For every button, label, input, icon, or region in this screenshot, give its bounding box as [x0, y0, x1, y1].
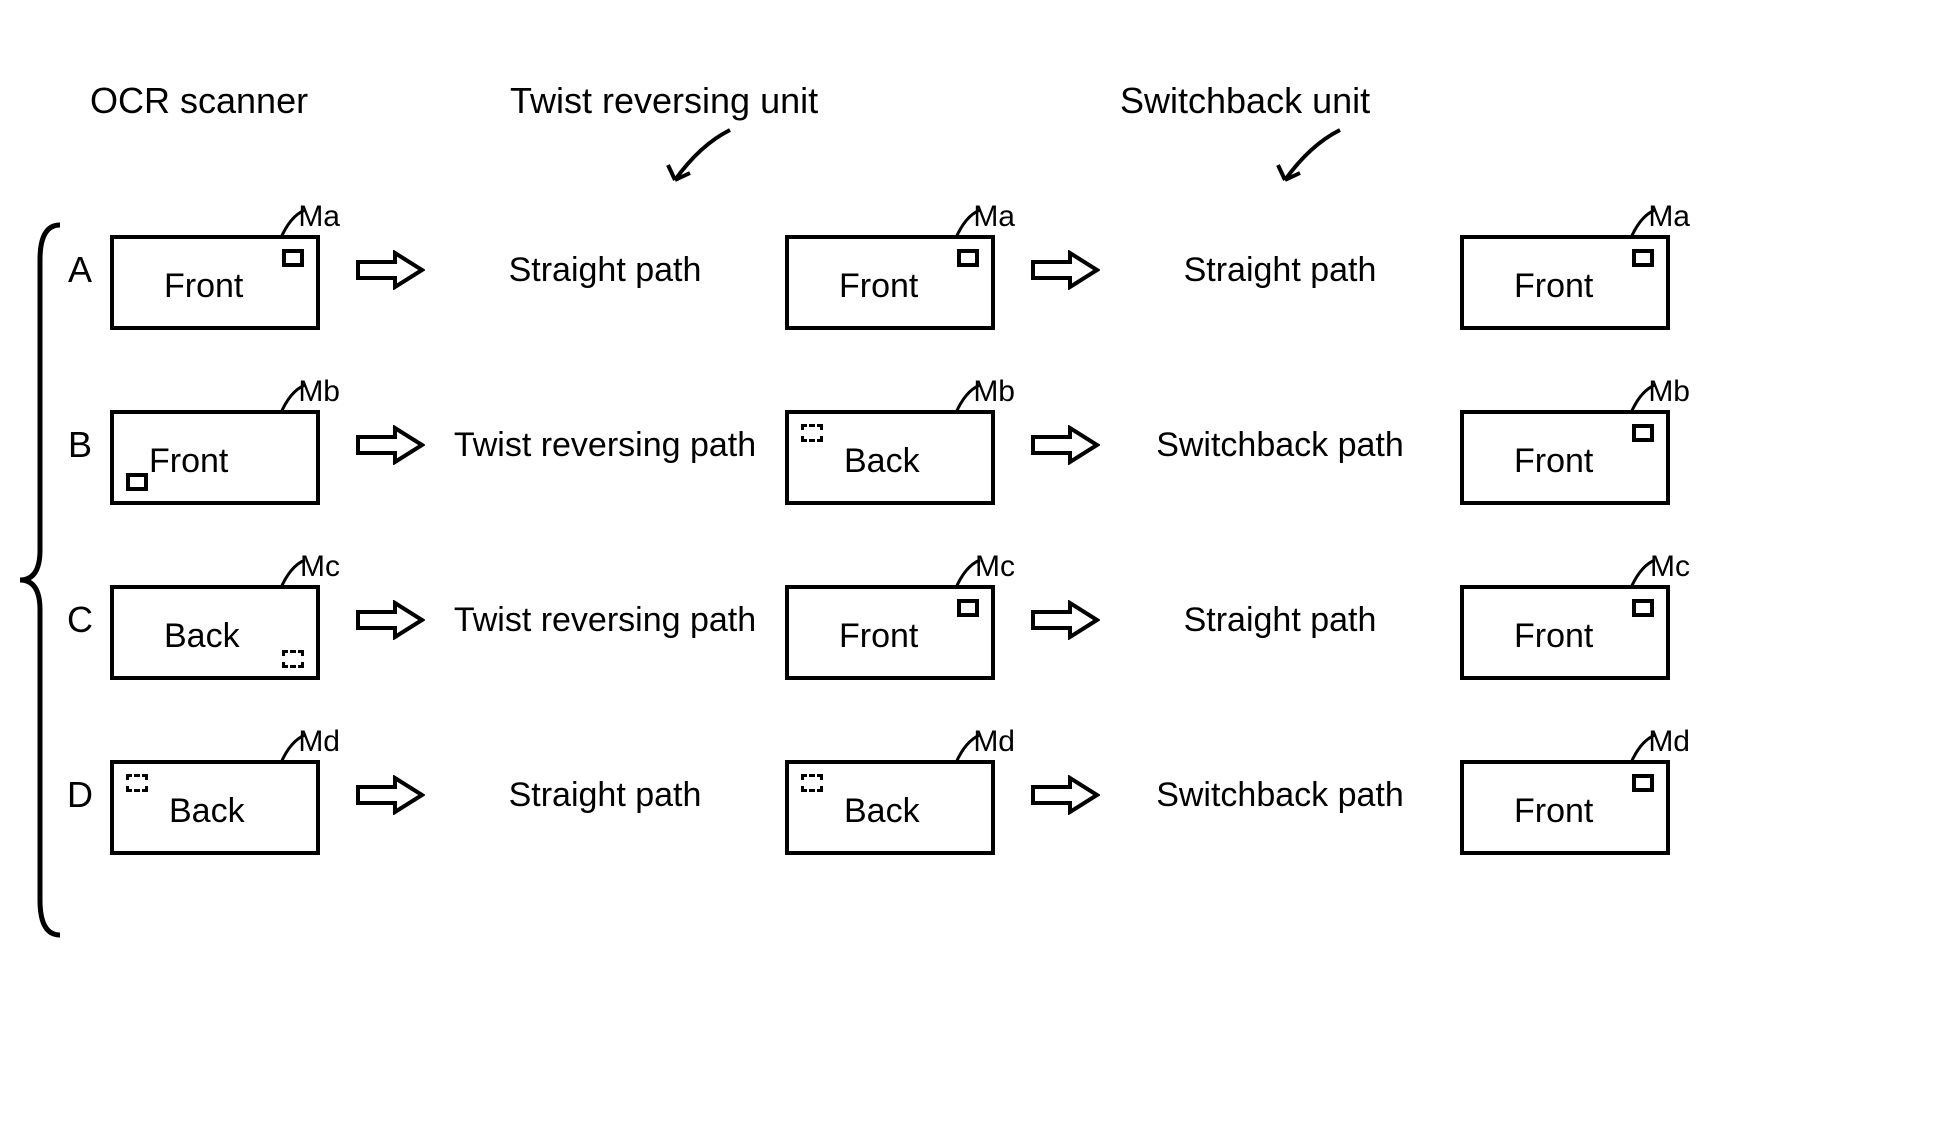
card-box: Front [110, 410, 320, 505]
card-tag: Ma [1648, 200, 1690, 234]
mail-card: Md Back [110, 735, 340, 855]
card-box: Front [785, 235, 995, 330]
card-tag: Md [973, 725, 1015, 759]
card-tag: Ma [298, 200, 340, 234]
header-switchback: Switchback unit [1120, 80, 1370, 122]
card-box: Front [110, 235, 320, 330]
mail-card: Ma Front [110, 210, 340, 330]
stamp-solid-icon [1632, 599, 1654, 617]
path-label: Straight path [425, 251, 785, 290]
card-tag: Mb [298, 375, 340, 409]
card-tag: Mc [300, 550, 340, 584]
stamp-dashed-icon [801, 424, 823, 442]
flow-row-D: D Md Back Straight path Md Back Switchba… [60, 735, 1690, 855]
stamp-solid-icon [282, 249, 304, 267]
card-face-label: Front [1514, 267, 1593, 306]
card-face-label: Back [169, 792, 245, 831]
card-tag: Md [1648, 725, 1690, 759]
row-label: B [60, 424, 100, 466]
card-face-label: Front [149, 442, 228, 481]
mail-card: Md Back [785, 735, 1015, 855]
path-label: Switchback path [1100, 426, 1460, 465]
card-face-label: Back [844, 442, 920, 481]
flow-arrow-icon [1030, 425, 1100, 465]
card-face-label: Front [164, 267, 243, 306]
flow-arrow-icon [355, 600, 425, 640]
mail-card: Md Front [1460, 735, 1690, 855]
flow-arrow-icon [355, 425, 425, 465]
mail-orientation-flow-diagram: OCR scanner Twist reversing unit Switchb… [20, 40, 1880, 1040]
stamp-dashed-icon [801, 774, 823, 792]
flow-arrow-icon [1030, 775, 1100, 815]
mail-card: Mb Front [110, 385, 340, 505]
card-tag: Md [298, 725, 340, 759]
stamp-solid-icon [1632, 249, 1654, 267]
card-box: Front [1460, 585, 1670, 680]
stamp-solid-icon [957, 249, 979, 267]
header-twist-reversing: Twist reversing unit [510, 80, 818, 122]
card-tag: Mc [1650, 550, 1690, 584]
card-box: Back [785, 410, 995, 505]
path-label: Straight path [425, 776, 785, 815]
card-box: Front [1460, 410, 1670, 505]
card-tag: Ma [973, 200, 1015, 234]
card-box: Front [785, 585, 995, 680]
stamp-solid-icon [126, 473, 148, 491]
header-ocr-scanner: OCR scanner [90, 80, 308, 122]
row-label: C [60, 599, 100, 641]
card-tag: Mb [1648, 375, 1690, 409]
row-label: D [60, 774, 100, 816]
stamp-dashed-icon [282, 650, 304, 668]
card-box: Back [785, 760, 995, 855]
mail-card: Ma Front [1460, 210, 1690, 330]
stamp-solid-icon [957, 599, 979, 617]
stamp-solid-icon [1632, 774, 1654, 792]
card-box: Back [110, 585, 320, 680]
curly-brace [15, 220, 65, 940]
flow-row-A: A Ma Front Straight path Ma Front Straig… [60, 210, 1690, 330]
stamp-dashed-icon [126, 774, 148, 792]
path-label: Straight path [1100, 601, 1460, 640]
card-face-label: Back [844, 792, 920, 831]
card-box: Front [1460, 235, 1670, 330]
path-label: Straight path [1100, 251, 1460, 290]
card-tag: Mc [975, 550, 1015, 584]
stamp-solid-icon [1632, 424, 1654, 442]
card-face-label: Front [1514, 792, 1593, 831]
flow-row-C: C Mc Back Twist reversing path Mc Front … [60, 560, 1690, 680]
row-label: A [60, 249, 100, 291]
path-label: Twist reversing path [425, 426, 785, 465]
flow-arrow-icon [1030, 600, 1100, 640]
mail-card: Mb Back [785, 385, 1015, 505]
card-face-label: Back [164, 617, 240, 656]
mail-card: Ma Front [785, 210, 1015, 330]
card-face-label: Front [839, 267, 918, 306]
flow-arrow-icon [1030, 250, 1100, 290]
card-box: Back [110, 760, 320, 855]
pointer-arrow-twist [640, 125, 760, 205]
card-face-label: Front [1514, 617, 1593, 656]
card-tag: Mb [973, 375, 1015, 409]
mail-card: Mc Front [785, 560, 1015, 680]
flow-arrow-icon [355, 250, 425, 290]
flow-arrow-icon [355, 775, 425, 815]
pointer-arrow-switchback [1250, 125, 1370, 205]
mail-card: Mb Front [1460, 385, 1690, 505]
flow-row-B: B Mb Front Twist reversing path Mb Back … [60, 385, 1690, 505]
card-face-label: Front [1514, 442, 1593, 481]
path-label: Twist reversing path [425, 601, 785, 640]
path-label: Switchback path [1100, 776, 1460, 815]
card-face-label: Front [839, 617, 918, 656]
mail-card: Mc Front [1460, 560, 1690, 680]
mail-card: Mc Back [110, 560, 340, 680]
card-box: Front [1460, 760, 1670, 855]
